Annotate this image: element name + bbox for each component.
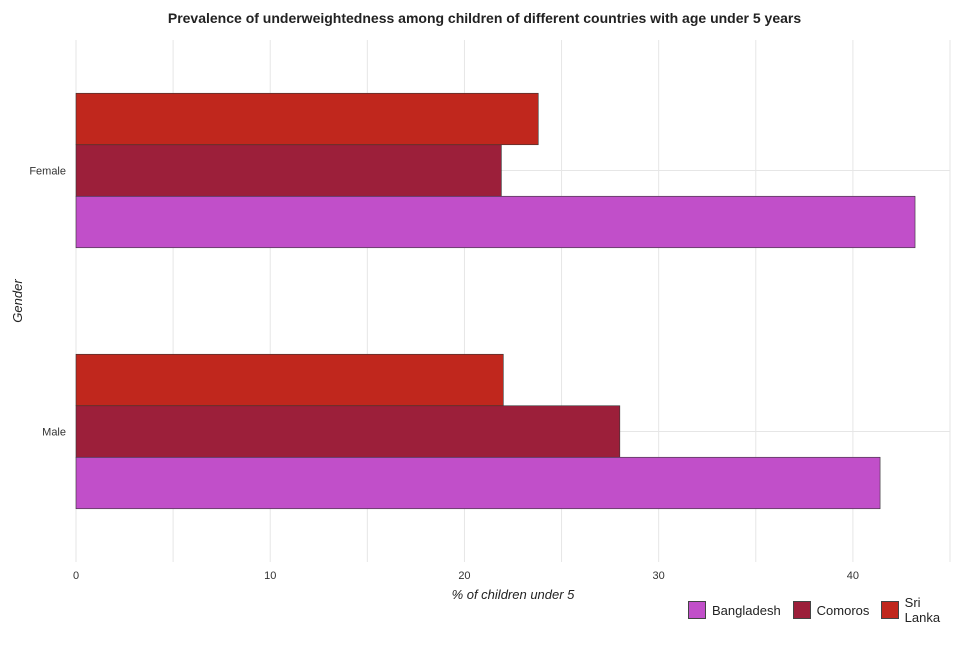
x-tick-label: 40 xyxy=(847,570,859,582)
legend-label-bangladesh: Bangladesh xyxy=(712,602,781,618)
bar-bangladesh-female xyxy=(75,195,916,249)
legend: Bangladesh Comoros Sri Lanka xyxy=(688,595,969,625)
legend-swatch-comoros xyxy=(792,601,811,619)
legend-item-bangladesh: Bangladesh xyxy=(688,601,781,619)
legend-item-sri-lanka: Sri Lanka xyxy=(881,595,957,625)
bar-sri-lanka-female xyxy=(75,92,539,146)
x-tick-label: 30 xyxy=(653,570,665,582)
x-tick-label: 10 xyxy=(264,570,276,582)
legend-label-comoros: Comoros xyxy=(816,602,870,618)
bar-comoros-female xyxy=(75,144,502,197)
legend-swatch-bangladesh xyxy=(688,601,706,619)
chart-title: Prevalence of underweightedness among ch… xyxy=(167,10,802,26)
x-tick-label: 20 xyxy=(458,570,470,582)
y-tick-label: Male xyxy=(42,427,66,439)
x-tick-label: 0 xyxy=(73,570,79,582)
legend-label-sri-lanka: Sri Lanka xyxy=(904,595,941,625)
y-tick-label: Female xyxy=(29,166,66,178)
legend-item-comoros: Comoros xyxy=(792,601,870,619)
bar-sri-lanka-male xyxy=(75,353,504,407)
bar-bangladesh-male xyxy=(75,456,881,510)
bar-comoros-male xyxy=(75,405,621,458)
y-axis-label: Gender xyxy=(10,279,25,323)
legend-swatch-sri-lanka xyxy=(881,601,899,619)
x-axis-label: % of children under 5 xyxy=(452,587,576,602)
